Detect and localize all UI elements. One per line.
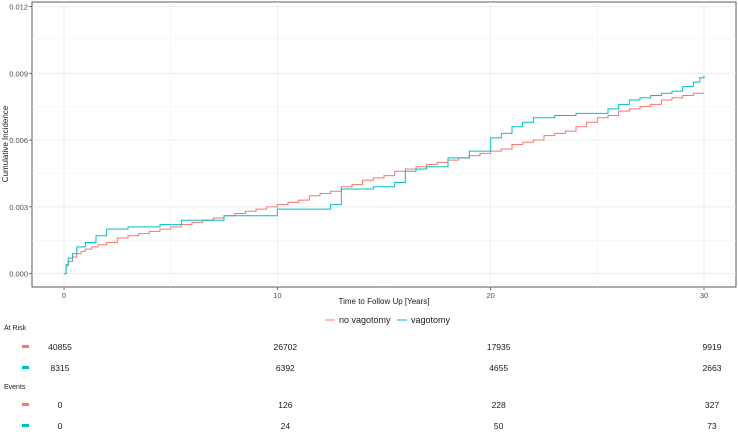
events-value: 50 [494, 421, 504, 431]
events-swatch [22, 424, 29, 427]
events-value: 126 [278, 400, 292, 410]
events-swatch [22, 403, 29, 406]
y-tick-label: 0.012 [9, 2, 28, 11]
x-axis-label: Time to Follow Up [Years] [339, 297, 430, 306]
at-risk-value: 6392 [276, 363, 295, 373]
at-risk-swatch [22, 345, 29, 348]
legend-label-vagotomy: vagotomy [411, 315, 451, 325]
x-tick-label: 30 [700, 291, 708, 300]
series-lines [64, 75, 705, 275]
at-risk-value: 2663 [703, 363, 722, 373]
at-risk-swatch [22, 366, 29, 369]
x-tick-label: 0 [62, 291, 66, 300]
y-tick-label: 0.000 [9, 270, 28, 279]
y-tick-label: 0.003 [9, 203, 28, 212]
events-value: 327 [705, 400, 719, 410]
series-line-vagotomy [64, 75, 705, 275]
y-axis-label: Cumulative Incidence [1, 105, 10, 182]
at-risk-value: 26702 [274, 342, 298, 352]
legend-label-no-vagotomy: no vagotomy [339, 315, 391, 325]
legend: no vagotomy vagotomy [325, 315, 451, 325]
events-value: 73 [707, 421, 717, 431]
events-value: 0 [58, 400, 63, 410]
y-tick-label: 0.006 [9, 136, 28, 145]
at-risk-value: 40855 [48, 342, 72, 352]
events-title: Events [4, 384, 26, 391]
at-risk-value: 4655 [489, 363, 508, 373]
axes: 0.000 0.003 0.006 0.009 0.012 0 10 20 30 [9, 2, 708, 300]
at-risk-value: 9919 [703, 342, 722, 352]
x-tick-label: 20 [486, 291, 494, 300]
events-value: 24 [281, 421, 291, 431]
events-table: 0 126 228 327 0 24 50 73 [22, 400, 719, 431]
at-risk-value: 17935 [487, 342, 511, 352]
series-line-no-vagotomy [64, 92, 704, 275]
events-value: 228 [492, 400, 506, 410]
at-risk-value: 8315 [51, 363, 70, 373]
y-tick-label: 0.009 [9, 69, 28, 78]
at-risk-table: 40855 26702 17935 9919 8315 6392 4655 2663 [22, 342, 722, 373]
x-tick-label: 10 [273, 291, 281, 300]
events-value: 0 [58, 421, 63, 431]
at-risk-title: At Risk [4, 325, 27, 332]
